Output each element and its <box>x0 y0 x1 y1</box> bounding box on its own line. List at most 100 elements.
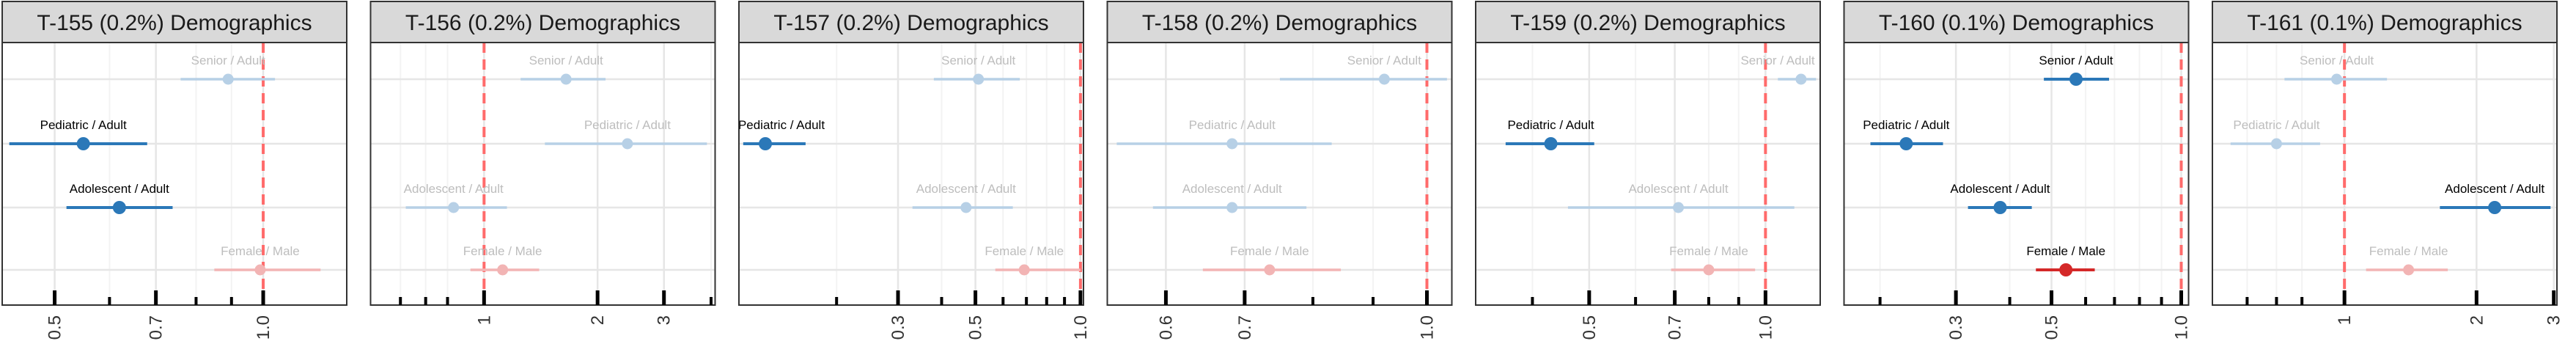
x-axis: 1 2 3 <box>2245 290 2564 325</box>
tick-label: 0.3 <box>888 315 908 340</box>
tick-label: 0.5 <box>1580 315 1600 340</box>
estimate-row: Senior / Adult <box>520 54 606 85</box>
estimate-row: Senior / Adult <box>2039 54 2113 86</box>
facet-strip <box>369 1 716 43</box>
tick-label: 2 <box>588 315 608 325</box>
point-estimate <box>622 138 633 150</box>
tick-label: 0.7 <box>147 315 166 340</box>
x-axis: 0.6 0.7 1.0 <box>1156 290 1437 340</box>
point-estimate <box>1378 73 1390 85</box>
estimate-row: Female / Male <box>985 244 1081 276</box>
facet-title: T-160 (0.1%) Demographics <box>1879 11 2154 35</box>
facet-strip <box>1106 1 1453 43</box>
point-estimate <box>1899 137 1913 150</box>
facet-strip <box>2212 1 2558 43</box>
point-estimate <box>76 137 90 150</box>
facet-strip <box>1475 1 1821 43</box>
point-label: Female / Male <box>985 244 1064 258</box>
point-label: Senior / Adult <box>529 54 603 67</box>
point-label: Senior / Adult <box>2039 54 2113 67</box>
panel-background <box>1107 43 1452 305</box>
point-estimate <box>560 73 572 85</box>
facet-panel-1: T-155 (0.2%) Demographics Senior / Adult P… <box>1 1 347 340</box>
estimate-row: Pediatric / Adult <box>738 118 825 150</box>
tick-label: 3 <box>2544 315 2564 325</box>
point-estimate <box>2403 264 2415 276</box>
tick-label: 1 <box>474 315 494 325</box>
point-estimate <box>2069 73 2083 86</box>
facet-strip <box>1 1 347 43</box>
estimate-row: Female / Male <box>2366 244 2448 276</box>
facet-panel-7: T-161 (0.1%) Demographics Senior / Adult P… <box>2212 1 2564 325</box>
tick-label: 1.0 <box>1071 315 1091 340</box>
facet-title: T-158 (0.2%) Demographics <box>1142 11 1417 35</box>
point-label: Adolescent / Adult <box>916 182 1016 196</box>
point-estimate <box>1226 138 1238 150</box>
estimate-row: Adolescent / Adult <box>912 182 1016 213</box>
tick-label: 2 <box>2467 315 2487 325</box>
x-axis: 0.3 0.5 1.0 <box>835 290 1091 340</box>
point-label: Adolescent / Adult <box>70 182 169 196</box>
panel-background <box>2 43 347 305</box>
point-label: Female / Male <box>2026 244 2105 258</box>
point-estimate <box>1544 137 1558 150</box>
panel-border <box>1106 42 1453 306</box>
point-label: Pediatric / Adult <box>738 118 825 132</box>
point-label: Adolescent / Adult <box>1628 182 1728 196</box>
grid <box>1844 43 2189 305</box>
estimate-row: Senior / Adult <box>180 54 276 85</box>
estimate-row: Female / Male <box>1669 244 1756 276</box>
point-estimate <box>2488 201 2502 214</box>
point-estimate <box>448 202 460 213</box>
tick-label: 0.6 <box>1156 315 1176 340</box>
panel-background <box>1844 43 2189 305</box>
point-estimate <box>222 73 234 85</box>
point-estimate <box>1264 264 1276 276</box>
point-estimate <box>1018 264 1030 276</box>
tick-label: 0.5 <box>2042 315 2062 340</box>
tick-label: 0.3 <box>1946 315 1966 340</box>
facet-title: T-156 (0.2%) Demographics <box>405 11 680 35</box>
point-label: Senior / Adult <box>191 54 265 67</box>
point-estimate <box>1993 201 2007 214</box>
point-estimate <box>759 137 773 150</box>
panel-border <box>1475 42 1821 306</box>
x-axis: 0.5 0.7 1.0 <box>1531 290 1775 340</box>
point-estimate <box>1226 202 1238 213</box>
estimate-row: Pediatric / Adult <box>1116 118 1332 150</box>
estimate-row: Pediatric / Adult <box>1505 118 1594 150</box>
estimate-row: Pediatric / Adult <box>2230 118 2320 150</box>
estimate-row: Senior / Adult <box>2284 54 2388 85</box>
tick-label: 1.0 <box>1417 315 1437 340</box>
facet-title: T-157 (0.2%) Demographics <box>773 11 1048 35</box>
estimate-row: Pediatric / Adult <box>545 118 707 150</box>
panel-border <box>1843 42 2190 306</box>
point-estimate <box>1703 264 1715 276</box>
point-label: Senior / Adult <box>2300 54 2374 67</box>
point-label: Female / Male <box>1230 244 1309 258</box>
estimate-row: Adolescent / Adult <box>1950 182 2050 214</box>
estimate-row: Pediatric / Adult <box>1863 118 1950 150</box>
panel-border <box>1 42 347 306</box>
facet-title: T-155 (0.2%) Demographics <box>37 11 312 35</box>
tick-label: 1.0 <box>2171 315 2191 340</box>
estimate-row: Pediatric / Adult <box>9 118 147 150</box>
panel-border <box>369 42 716 306</box>
point-label: Adolescent / Adult <box>1950 182 2050 196</box>
estimate-row: Senior / Adult <box>1740 54 1817 85</box>
point-estimate <box>497 264 509 276</box>
facet-panel-4: T-158 (0.2%) Demographics Senior / Adult P… <box>1106 1 1453 340</box>
point-estimate <box>1795 73 1807 85</box>
point-estimate <box>960 202 972 213</box>
tick-label: 0.5 <box>45 315 65 340</box>
point-label: Female / Male <box>2369 244 2448 258</box>
facet-panel-5: T-159 (0.2%) Demographics Senior / Adult P… <box>1475 1 1821 340</box>
tick-label: 1 <box>2335 315 2355 325</box>
tick-label: 1.0 <box>254 315 273 340</box>
facet-panel-6: T-160 (0.1%) Demographics Senior / Adult P… <box>1843 1 2191 340</box>
panel-border <box>2212 42 2558 306</box>
point-label: Female / Male <box>221 244 300 258</box>
point-label: Female / Male <box>463 244 542 258</box>
grid <box>370 43 715 305</box>
